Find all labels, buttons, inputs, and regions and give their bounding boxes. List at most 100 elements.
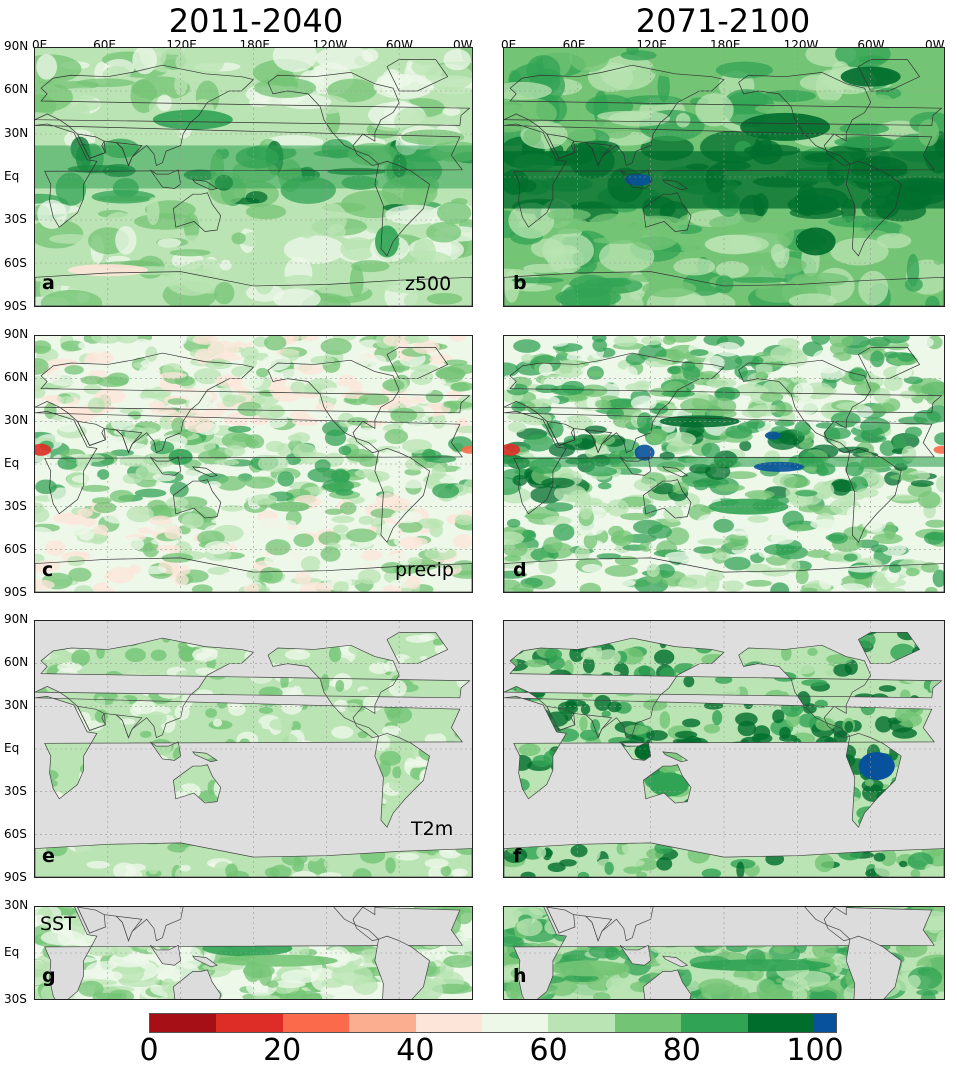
field-patch xyxy=(574,545,590,561)
field-patch xyxy=(597,111,652,121)
field-spot xyxy=(624,173,653,186)
field-spot xyxy=(35,443,52,456)
field-patch xyxy=(35,526,54,543)
coastline-namerica xyxy=(738,359,872,453)
coastline-antarctica xyxy=(35,271,472,306)
field-patch xyxy=(579,502,593,520)
field-patch xyxy=(287,434,303,442)
field-patch xyxy=(226,575,253,588)
field-patch xyxy=(170,390,195,398)
field-patch xyxy=(324,508,344,515)
field-patch xyxy=(231,232,246,245)
field-patch xyxy=(320,387,346,397)
field-patch xyxy=(925,295,940,306)
field-patch xyxy=(332,524,349,534)
lat-tick-c-5: 60S xyxy=(4,542,27,556)
field-patch xyxy=(47,487,75,505)
field-patch xyxy=(618,449,634,459)
field-patch xyxy=(505,980,521,999)
field-patch xyxy=(46,358,78,368)
field-patch xyxy=(40,929,85,946)
field-patch xyxy=(724,556,751,571)
lat-tick-e-1: 60N xyxy=(4,655,29,669)
coastline-arabia xyxy=(76,133,106,159)
field-patch xyxy=(507,421,527,433)
field-patch xyxy=(35,462,51,479)
field-patch xyxy=(596,553,622,560)
field-patch xyxy=(35,340,52,354)
field-patch xyxy=(403,48,453,66)
field-patch xyxy=(506,518,521,528)
field-patch xyxy=(439,475,457,485)
field-patch xyxy=(904,426,923,438)
field-patch xyxy=(625,383,650,392)
field-patch xyxy=(327,224,346,239)
field-patch xyxy=(706,234,762,255)
field-patch xyxy=(345,448,375,462)
variable-label-sst: SST xyxy=(40,913,76,935)
field-patch xyxy=(924,532,944,541)
field-patch xyxy=(667,366,681,375)
field-patch xyxy=(35,112,59,127)
field-patch xyxy=(443,955,472,968)
field-patch xyxy=(677,580,695,588)
field-belt xyxy=(35,145,472,189)
colorbar-swatch-3 xyxy=(349,1014,416,1032)
field-patch xyxy=(757,355,788,362)
field-patch xyxy=(409,396,426,404)
lat-tick-a-1: 60N xyxy=(4,82,29,97)
field-spot xyxy=(933,445,944,454)
coastline-greenland xyxy=(386,59,449,92)
field-patch xyxy=(579,384,608,397)
field-patch xyxy=(610,530,634,547)
field-patch xyxy=(714,551,731,561)
field-patch xyxy=(273,288,321,306)
field-patch xyxy=(796,99,848,109)
lat-tick-g-1: Eq xyxy=(4,945,20,959)
field-patch xyxy=(88,397,105,414)
field-patch xyxy=(150,440,175,455)
field-spot xyxy=(634,444,655,461)
field-patch xyxy=(423,86,472,96)
field-patch xyxy=(221,504,244,512)
field-patch xyxy=(792,970,831,987)
field-patch xyxy=(310,355,335,366)
land-mask-arabia xyxy=(546,907,576,934)
field-patch xyxy=(830,237,889,266)
field-patch xyxy=(60,340,85,352)
field-patch xyxy=(294,571,312,585)
lat-tick-e-6: 90S xyxy=(4,870,27,884)
column-title-1: 2011-2040 xyxy=(168,2,344,40)
field-patch xyxy=(858,55,885,65)
field-patch xyxy=(91,343,107,353)
field-patch xyxy=(64,365,84,375)
field-patch xyxy=(253,266,275,295)
field-patch xyxy=(133,213,197,230)
field-patch xyxy=(385,204,443,225)
field-patch xyxy=(78,980,104,997)
field-patch xyxy=(714,341,742,357)
field-patch xyxy=(368,354,387,368)
field-patch xyxy=(907,974,921,989)
field-patch xyxy=(292,443,317,460)
field-patch xyxy=(752,404,781,414)
field-patch xyxy=(925,519,944,528)
field-patch xyxy=(68,567,92,582)
field-patch xyxy=(543,536,563,554)
field-patch xyxy=(264,552,294,569)
field-patch xyxy=(443,48,471,71)
field-patch xyxy=(653,48,677,64)
field-patch xyxy=(727,519,755,536)
field-patch xyxy=(679,237,713,255)
coastline-australia xyxy=(173,764,222,804)
coastline-indonesia xyxy=(191,466,218,478)
field-patch xyxy=(746,419,766,429)
field-patch xyxy=(814,356,843,374)
field-patch xyxy=(315,48,374,70)
colorbar-swatch-0 xyxy=(150,1014,217,1032)
field-patch xyxy=(446,389,463,400)
variable-label-precip: precip xyxy=(395,559,454,581)
field-patch xyxy=(579,582,601,592)
field-patch xyxy=(258,566,283,584)
coastline-samerica xyxy=(374,160,430,257)
